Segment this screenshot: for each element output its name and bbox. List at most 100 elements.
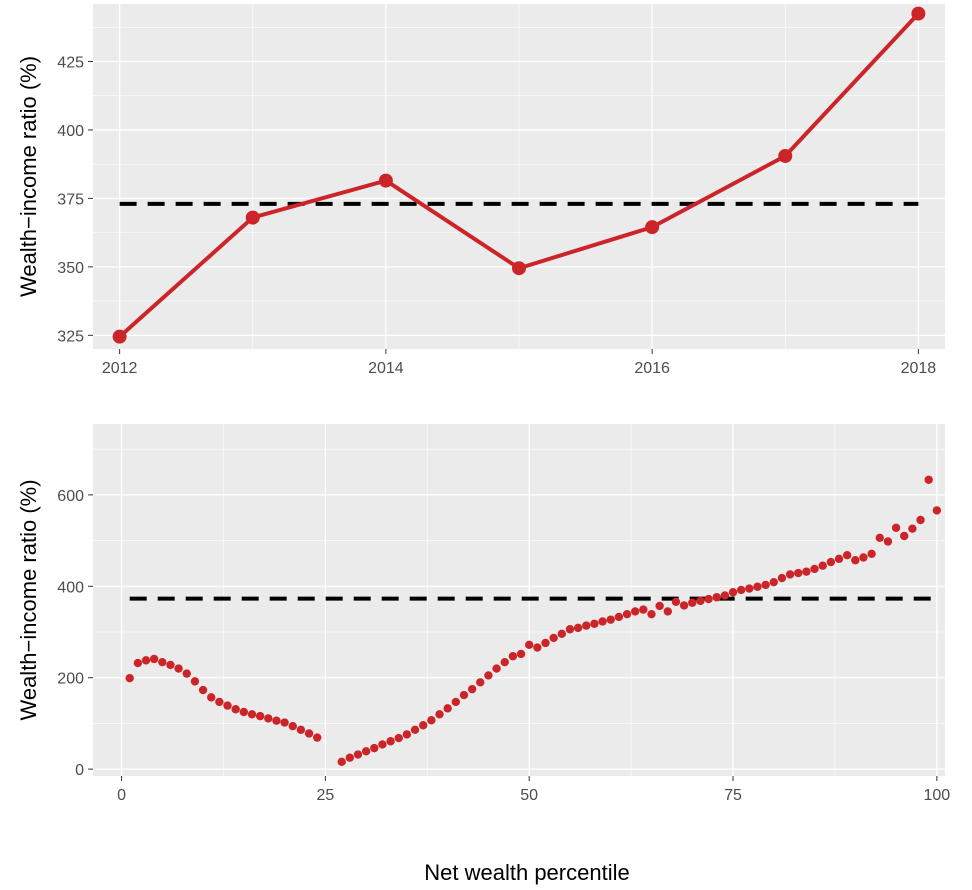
data-point [245,210,260,225]
x-tick-label: 2018 [901,360,937,377]
data-point [112,329,127,344]
data-point [239,707,249,717]
y-axis-title: Wealth−income ratio (%) [16,56,41,297]
data-point [826,557,836,567]
data-point [851,556,860,565]
data-point [573,623,583,633]
data-point [386,737,395,746]
data-point [818,561,827,570]
data-point [932,506,942,515]
data-point [802,567,811,576]
data-point [402,730,412,739]
data-point [810,564,819,574]
data-point [859,553,868,562]
data-point [778,148,793,163]
data-point [842,551,852,560]
data-point [598,617,607,626]
y-tick-label: 400 [57,579,84,596]
x-tick-label: 100 [923,787,950,804]
data-point [410,725,420,735]
data-point [264,714,273,723]
y-tick-label: 0 [75,762,84,779]
data-point [777,573,787,583]
data-point [728,588,738,597]
y-axis-title: Wealth−income ratio (%) [16,479,41,720]
data-point [190,677,200,686]
data-point [794,568,803,578]
data-point [647,609,656,619]
data-point [614,612,624,622]
data-point [630,607,640,616]
data-point [663,607,672,616]
data-point [174,664,183,673]
data-point [435,710,444,719]
x-tick-label: 2016 [634,360,670,377]
y-tick-label: 325 [57,328,84,345]
data-point [671,597,681,607]
data-point [645,220,660,235]
panel-bottom-scatter-chart: 0 25 50 75 100 0 200 400 600 Wealth−income ratio … [16,424,950,804]
data-point [476,678,485,687]
data-point [753,582,762,591]
data-point [215,697,224,707]
data-point [557,629,567,639]
data-point [549,633,558,643]
data-point [712,593,721,602]
data-point [288,721,297,731]
data-point [704,594,713,604]
data-point [688,598,697,607]
data-point [606,615,615,624]
y-tick-label: 400 [57,123,84,140]
y-tick-label: 350 [57,260,84,277]
data-point [492,664,501,673]
data-point [582,621,591,630]
data-point [304,729,314,738]
x-tick-label: 75 [724,787,742,804]
data-point [133,658,143,668]
x-tick-label: 2014 [368,360,404,377]
panel-top-line-chart: 2012 2014 2016 2018 325 350 375 400 425 Wealth−in… [16,4,945,377]
data-point [313,733,322,742]
data-point [533,643,542,652]
y-tick-label: 375 [57,191,84,208]
data-point [908,524,917,533]
data-point [231,705,240,714]
data-point [541,638,550,648]
x-axis-title: Net wealth percentile [424,860,629,885]
data-point [125,673,134,683]
data-point [500,657,509,667]
data-point [378,173,393,188]
data-point [639,605,648,614]
data-point [443,704,452,713]
x-tick-label: 0 [117,787,126,804]
data-point [696,596,705,606]
data-point [247,710,257,719]
data-point [272,716,281,725]
data-point [785,570,795,579]
data-point [158,657,167,667]
data-point [378,740,387,749]
data-point [337,757,346,767]
data-point [255,711,265,721]
data-point [427,716,436,725]
y-tick-label: 425 [57,55,84,72]
x-tick-label: 50 [520,787,538,804]
data-point [353,750,363,759]
data-point [149,654,159,664]
data-point [207,693,216,702]
data-point [916,515,925,525]
data-point [182,669,191,678]
data-point [590,619,599,628]
data-point [679,601,689,610]
data-point [361,747,371,756]
data-point [622,609,632,619]
data-point [524,640,534,649]
data-point [508,652,518,661]
data-point [834,554,844,564]
x-tick-label: 2012 [102,360,138,377]
x-tick-label: 25 [316,787,334,804]
data-point [516,649,526,659]
data-point [296,725,306,735]
data-point [655,601,664,611]
